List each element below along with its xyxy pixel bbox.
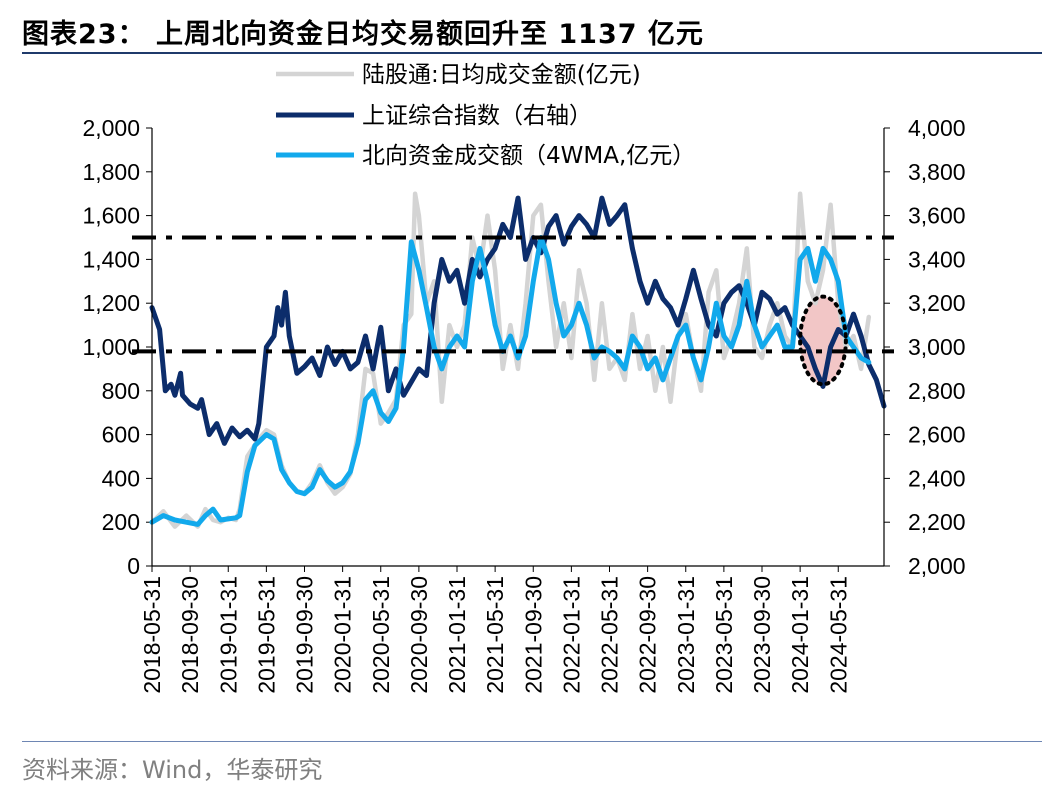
y-right-tick-label: 4,000 [908, 115, 966, 141]
x-tick-label: 2019-01-31 [215, 576, 241, 694]
y-right-tick-label: 3,000 [908, 334, 966, 360]
series-group [149, 191, 887, 529]
legend-label-2: 上证综合指数（右轴） [362, 103, 592, 129]
x-tick-label: 2022-01-31 [558, 576, 584, 694]
y-left-tick-label: 200 [102, 509, 140, 535]
y-right-tick-label: 2,400 [908, 465, 966, 491]
source-rule [22, 741, 1042, 742]
x-tick-label: 2021-01-31 [444, 576, 470, 694]
source-note: 资料来源：Wind，华泰研究 [22, 756, 323, 784]
y-right-tick-label: 3,800 [908, 159, 966, 185]
y-left-tick-label: 0 [127, 553, 140, 579]
legend-label-1: 陆股通:日均成交金额(亿元) [362, 62, 641, 88]
series-daily-turnover [149, 191, 872, 529]
legend-label-3: 北向资金成交额（4WMA,亿元） [362, 143, 695, 169]
y-right-tick-label: 2,600 [908, 422, 966, 448]
x-tick-label: 2018-09-30 [177, 576, 203, 694]
x-tick-label: 2023-01-31 [673, 576, 699, 694]
y-right-axis: 2,000 2,200 2,400 2,600 2,800 3,000 3,200 3,400… [884, 115, 966, 579]
y-left-axis: 0 200 400 600 800 1,000 1,200 1,400 1,600 1,800 2,… [82, 115, 152, 579]
x-axis: 2018-05-31 2018-09-30 2019-01-31 2019-05-31… [139, 566, 851, 694]
y-right-tick-label: 2,200 [908, 509, 966, 535]
x-tick-label: 2024-01-31 [787, 576, 813, 694]
x-tick-label: 2024-05-31 [825, 576, 851, 694]
y-left-tick-label: 1,400 [82, 246, 140, 272]
x-tick-label: 2020-09-30 [406, 576, 432, 694]
highlight-ellipse-outline [798, 294, 848, 387]
y-left-tick-label: 600 [102, 422, 140, 448]
series-shanghai-index [149, 195, 887, 446]
y-left-tick-label: 1,600 [82, 203, 140, 229]
x-tick-label: 2020-05-31 [368, 576, 394, 694]
legend: 陆股通:日均成交金额(亿元) 上证综合指数（右轴） 北向资金成交额（4WMA,亿元） [276, 62, 695, 169]
x-tick-label: 2021-09-30 [520, 576, 546, 694]
y-right-tick-label: 3,400 [908, 246, 966, 272]
y-right-tick-label: 3,600 [908, 203, 966, 229]
y-right-tick-label: 3,200 [908, 290, 966, 316]
x-tick-label: 2023-09-30 [749, 576, 775, 694]
series-northbound-4wma [149, 235, 872, 527]
y-left-tick-label: 1,000 [82, 334, 140, 360]
x-tick-label: 2020-01-31 [330, 576, 356, 694]
x-tick-label: 2023-05-31 [711, 576, 737, 694]
x-tick-label: 2018-05-31 [139, 576, 165, 694]
y-left-tick-label: 2,000 [82, 115, 140, 141]
x-tick-label: 2019-05-31 [253, 576, 279, 694]
y-right-tick-label: 2,000 [908, 553, 966, 579]
axes [151, 128, 885, 567]
y-left-tick-label: 1,200 [82, 290, 140, 316]
x-tick-label: 2022-09-30 [635, 576, 661, 694]
title-rule [22, 52, 1042, 54]
y-left-tick-label: 800 [102, 378, 140, 404]
y-right-tick-label: 2,800 [908, 378, 966, 404]
reference-lines [132, 235, 894, 354]
figure-title: 图表23： 上周北向资金日均交易额回升至 1137 亿元 [22, 19, 704, 50]
x-tick-label: 2022-05-31 [597, 576, 623, 694]
x-tick-label: 2019-09-30 [292, 576, 318, 694]
highlight-outline [798, 294, 848, 387]
y-left-tick-label: 400 [102, 465, 140, 491]
x-tick-label: 2021-05-31 [482, 576, 508, 694]
y-left-tick-label: 1,800 [82, 159, 140, 185]
